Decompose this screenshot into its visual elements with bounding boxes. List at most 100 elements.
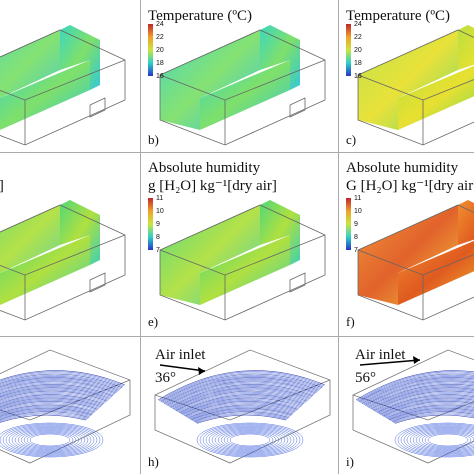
streamline xyxy=(377,395,474,414)
streamline xyxy=(0,390,108,402)
streamline xyxy=(178,394,305,413)
arrow-head xyxy=(413,356,420,364)
colorbar-tick-label: 10 xyxy=(156,208,164,215)
streamline xyxy=(384,403,474,418)
panel-drawing xyxy=(159,25,326,146)
streamline xyxy=(392,412,474,423)
streamline xyxy=(0,380,117,394)
streamline xyxy=(196,414,287,424)
panel-title: Temperature (ºC) xyxy=(346,8,450,24)
streamline xyxy=(226,432,274,448)
panel-drawing xyxy=(0,25,126,146)
streamline xyxy=(0,395,104,406)
streamline xyxy=(0,384,114,397)
colorbar-tick-label: 7 xyxy=(354,247,358,254)
streamline xyxy=(356,371,474,401)
streamline xyxy=(162,376,321,404)
slab xyxy=(458,25,474,70)
streamline xyxy=(357,372,474,402)
streamline xyxy=(192,410,291,422)
streamline xyxy=(169,384,314,408)
streamline xyxy=(390,410,474,422)
streamline xyxy=(184,401,299,417)
streamline xyxy=(199,423,301,457)
streamline xyxy=(0,377,120,391)
wireframe xyxy=(289,97,306,118)
arrow-head xyxy=(198,367,205,375)
streamline xyxy=(0,379,118,393)
slab xyxy=(200,235,290,305)
streamline xyxy=(0,385,113,397)
panel-title: Temperature (ºC) xyxy=(148,8,252,24)
streamline xyxy=(0,411,90,420)
streamline xyxy=(391,411,474,422)
streamline xyxy=(194,412,289,423)
arrow xyxy=(359,359,421,366)
streamline xyxy=(387,406,474,420)
panel-drawing xyxy=(352,349,474,464)
streamline xyxy=(176,391,307,412)
panel-drawing xyxy=(159,200,326,321)
streamline xyxy=(371,388,474,410)
slab xyxy=(398,65,474,130)
inlet-angle: 36° xyxy=(155,370,176,386)
streamline xyxy=(165,379,318,406)
colorbar-tick-label: 9 xyxy=(156,221,160,228)
streamline xyxy=(393,413,474,424)
streamline xyxy=(0,409,92,418)
slab xyxy=(358,30,458,130)
colorbar-tick-label: 22 xyxy=(354,34,362,41)
panel-label: c) xyxy=(346,132,356,147)
streamline xyxy=(223,431,277,449)
streamline xyxy=(0,403,97,413)
colorbar-tick-label: 18 xyxy=(354,60,362,67)
streamline xyxy=(157,370,326,401)
panel-title: Absolute humidity xyxy=(148,160,261,176)
streamline xyxy=(360,376,474,404)
panel-subtitle: g [H₂O] kg⁻¹[dry air] xyxy=(148,178,277,194)
colorbar xyxy=(148,24,153,76)
streamline xyxy=(161,374,322,403)
streamline xyxy=(0,381,116,395)
streamline xyxy=(370,387,474,410)
colorbar-tick-label: 7 xyxy=(156,247,160,254)
streamline xyxy=(159,372,324,402)
panel-subtitle: g [H₂O] kg⁻¹[dry air] xyxy=(0,178,4,194)
streamline xyxy=(358,373,474,403)
colorbar-tick-label: 9 xyxy=(354,221,358,228)
arrow xyxy=(159,364,206,372)
streamline xyxy=(0,378,119,392)
panel-drawing xyxy=(0,200,126,321)
streamline xyxy=(427,433,469,447)
panel-label: f) xyxy=(346,314,355,329)
streamline xyxy=(0,405,95,415)
streamline xyxy=(188,405,295,419)
streamline xyxy=(389,409,474,421)
streamline xyxy=(0,396,103,407)
colorbar-tick-label: 16 xyxy=(156,73,164,80)
streamline xyxy=(380,398,474,416)
streamline xyxy=(173,388,310,410)
panel-drawing xyxy=(0,349,131,464)
slab xyxy=(0,235,90,305)
streamline xyxy=(183,399,300,416)
streamline xyxy=(406,426,474,454)
wireframe xyxy=(289,272,306,293)
streamline xyxy=(163,377,320,404)
streamline xyxy=(20,430,80,450)
streamline xyxy=(412,428,474,452)
streamline xyxy=(0,391,107,403)
streamline xyxy=(160,373,323,403)
streamline xyxy=(168,382,315,407)
streamline xyxy=(379,397,474,415)
panel-drawing xyxy=(154,349,331,464)
panel-drawing xyxy=(357,200,474,321)
streamline xyxy=(0,398,101,409)
colorbar xyxy=(346,198,351,250)
streamline xyxy=(362,378,474,405)
colorbar-tick-label: 8 xyxy=(354,234,358,241)
streamline xyxy=(14,428,86,452)
streamline xyxy=(0,410,91,419)
streamline xyxy=(381,399,474,416)
